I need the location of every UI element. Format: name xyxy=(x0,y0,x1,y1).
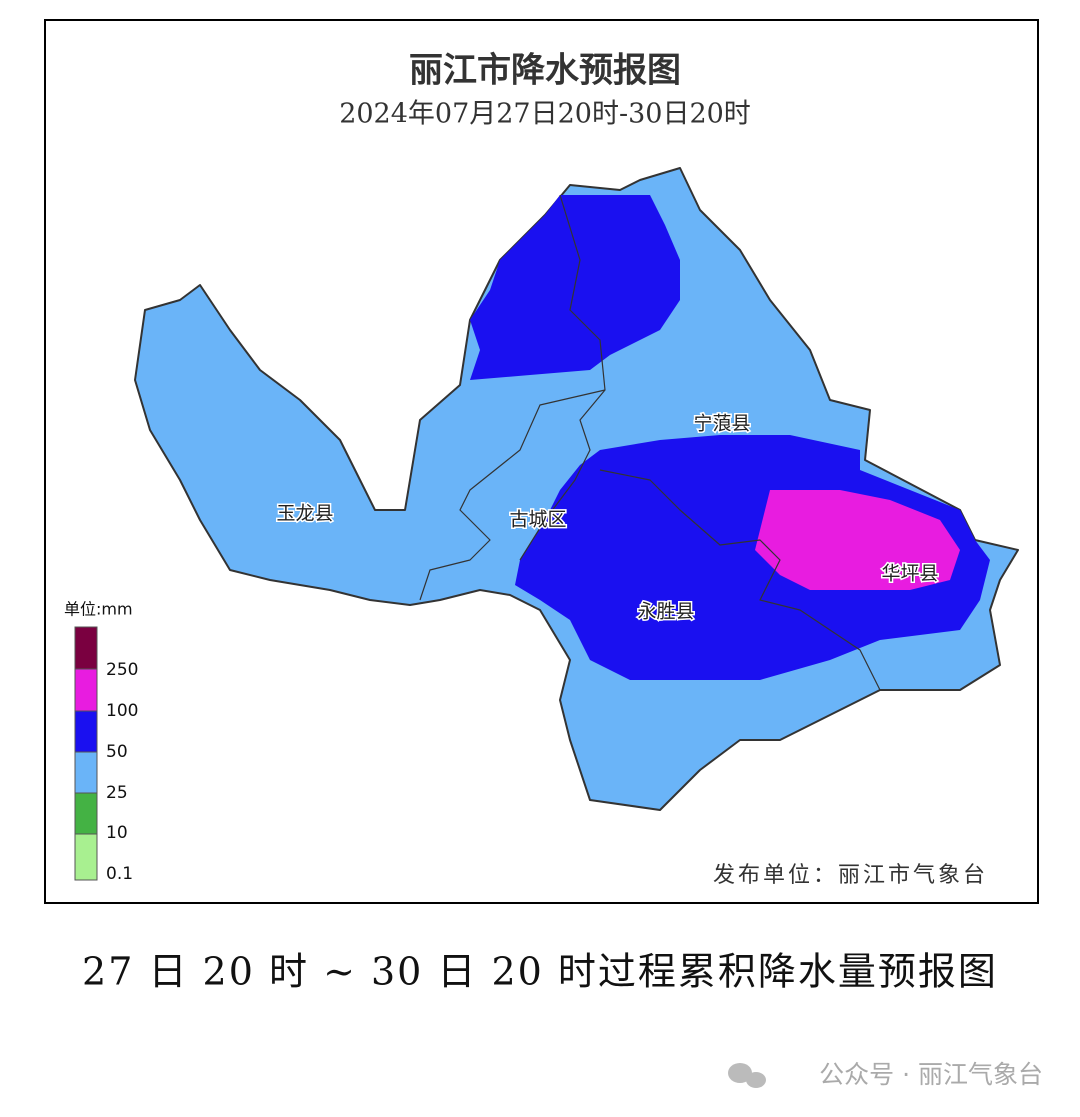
county-border xyxy=(599,469,881,691)
watermark-icon xyxy=(728,1063,766,1088)
legend-swatch xyxy=(74,668,98,712)
region-label: 玉龙县 xyxy=(276,503,333,525)
legend-label: 25 xyxy=(106,783,128,803)
legend-label: 50 xyxy=(106,742,128,762)
region-label: 华坪县 xyxy=(881,563,938,585)
legend-swatch xyxy=(74,792,98,835)
legend-label: 10 xyxy=(106,823,128,843)
legend-unit: 单位:mm xyxy=(64,600,133,619)
caption: 27 日 20 时 ~ 30 日 20 时过程累积降水量预报图 xyxy=(82,950,998,994)
publisher: 发布单位：丽江市气象台 xyxy=(713,863,988,888)
map-subtitle: 2024年07月27日20时-30日20时 xyxy=(339,99,751,130)
region-label: 宁蒗县 xyxy=(693,413,750,435)
map-area xyxy=(134,167,1019,811)
county-border xyxy=(519,194,606,561)
legend-colorbar xyxy=(74,626,98,881)
watermark: 公众号 · 丽江气象台 xyxy=(819,1060,1043,1089)
region-label: 古城区 xyxy=(509,509,566,531)
legend-labels: 250 100 50 25 10 0.1 xyxy=(106,660,138,884)
legend-label: 100 xyxy=(106,701,138,721)
legend-swatch xyxy=(74,751,98,794)
legend-label: 250 xyxy=(106,660,138,680)
map-title: 丽江市降水预报图 xyxy=(409,51,681,91)
legend-swatch xyxy=(74,626,98,670)
legend-swatch xyxy=(74,833,98,881)
legend-label: 0.1 xyxy=(106,864,133,884)
county-border xyxy=(419,389,606,601)
region-label: 永胜县 xyxy=(637,601,694,623)
legend-swatch xyxy=(74,710,98,753)
region-magenta xyxy=(755,490,960,590)
